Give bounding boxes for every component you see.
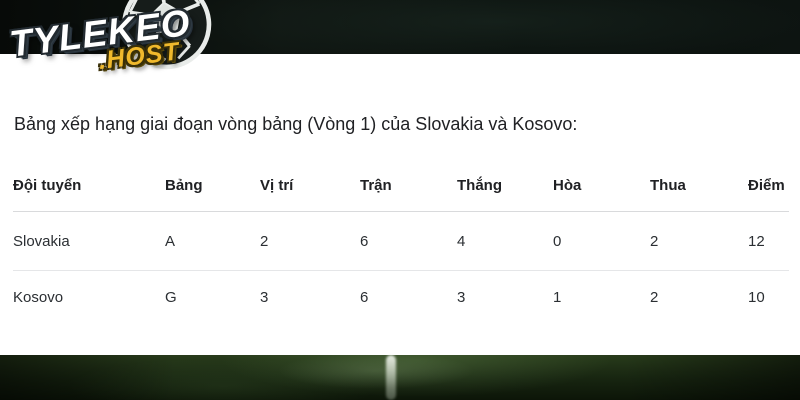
grass-field-band — [0, 355, 800, 400]
content-panel: Bảng xếp hạng giai đoạn vòng bảng (Vòng … — [0, 54, 800, 355]
col-header-won: Thắng — [457, 158, 553, 212]
cell-points: 12 — [748, 211, 789, 271]
cell-group: G — [165, 289, 177, 306]
col-header-lost: Thua — [650, 158, 748, 212]
cell-position: 3 — [260, 289, 269, 306]
soccer-ball-icon — [122, 0, 212, 70]
table-header-row: Đội tuyển Bảng Vị trí Trận Thắng Hòa Thu… — [13, 158, 789, 212]
col-header-position: Vị trí — [260, 158, 360, 212]
cell-drawn: 0 — [553, 211, 650, 271]
cell-position: 2 — [260, 211, 360, 271]
cell-played: 6 — [360, 289, 369, 306]
page-title: Bảng xếp hạng giai đoạn vòng bảng (Vòng … — [14, 114, 578, 134]
col-header-played: Trận — [360, 158, 457, 212]
cell-team: Kosovo — [13, 289, 64, 306]
cell-played: 6 — [360, 211, 457, 271]
col-header-group: Bảng — [165, 158, 260, 212]
table-row: Slovakia A 2 6 4 0 2 12 — [13, 211, 789, 271]
col-header-drawn: Hòa — [553, 158, 650, 212]
site-logo[interactable]: TYLEKEO .HOST — [0, 0, 271, 104]
cell-won: 3 — [457, 289, 466, 306]
cell-group: A — [165, 211, 260, 271]
field-center-line — [386, 355, 396, 400]
cell-points: 10 — [748, 289, 765, 306]
cell-lost: 2 — [650, 289, 659, 306]
cell-team: Slovakia — [13, 211, 165, 271]
standings-table: Đội tuyển Bảng Vị trí Trận Thắng Hòa Thu… — [13, 158, 789, 326]
cell-drawn: 1 — [553, 289, 562, 306]
cell-lost: 2 — [650, 211, 748, 271]
table-row: Kosovo G 3 6 3 1 2 10 — [13, 271, 789, 327]
cell-won: 4 — [457, 211, 553, 271]
col-header-points: Điểm — [748, 158, 789, 212]
col-header-team: Đội tuyển — [13, 158, 165, 212]
